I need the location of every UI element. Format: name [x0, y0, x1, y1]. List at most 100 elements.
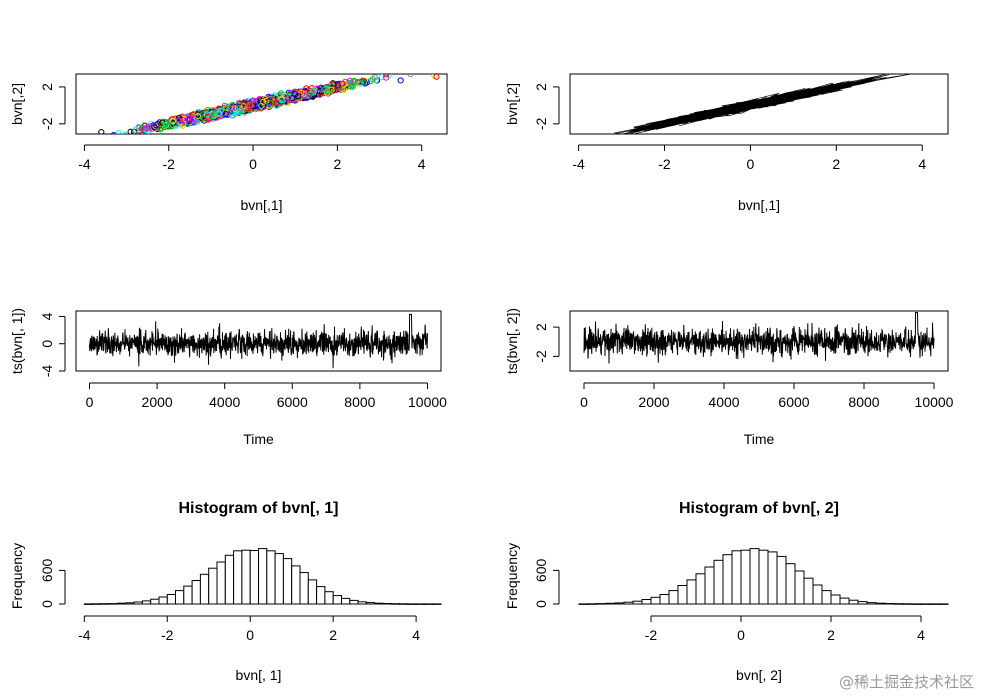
- data-point: [163, 121, 170, 129]
- plot-frame: [569, 310, 949, 372]
- data-point: [342, 80, 349, 87]
- y-axis: 0 600: [39, 559, 66, 608]
- data-point: [260, 98, 267, 106]
- histogram-bar: [432, 603, 442, 605]
- data-point: [311, 87, 318, 94]
- x-tick-label: 2: [329, 627, 337, 643]
- histogram-bar: [199, 573, 210, 605]
- histogram-bar: [920, 603, 931, 605]
- x-tick-label: -2: [645, 627, 658, 643]
- histogram-bar: [713, 559, 724, 605]
- x-tick-label: 2: [333, 156, 341, 172]
- x-tick-label: 2: [832, 156, 840, 172]
- histogram-bar: [884, 603, 895, 605]
- scatter-points-chart: -4 -2 0 2 4 bvn[,1] -2 2 bvn[,2]: [9, 73, 448, 213]
- chart-title: Histogram of bvn[, 1]: [178, 500, 338, 517]
- chart-title: Histogram of bvn[, 2]: [679, 500, 839, 517]
- data-point: [153, 122, 160, 129]
- data-point: [204, 113, 211, 121]
- histogram-1-chart: -4 -2 0 2 4 bvn[, 1] 0 600 Frequency Histogram of…: [9, 500, 442, 683]
- histogram-bar: [83, 603, 94, 605]
- data-point: [349, 83, 356, 90]
- histogram-bar: [911, 603, 922, 605]
- histogram-bar: [166, 594, 177, 605]
- histogram-bar: [183, 585, 193, 605]
- timeseries-1-chart: 0 2000 4000 6000 8000 10000 Time -4 0 4 ts(bvn[, 1…: [9, 308, 447, 447]
- histogram-bar: [423, 603, 434, 605]
- histogram-bar: [812, 584, 823, 605]
- data-point: [318, 84, 325, 91]
- data-point: [85, 143, 90, 148]
- y-tick-label: 0: [39, 600, 55, 608]
- x-tick-label: 4: [918, 156, 926, 172]
- plot-frame: [569, 73, 949, 135]
- x-tick-label: 4: [412, 627, 420, 643]
- y-axis: -4 0 4: [39, 312, 66, 378]
- y-tick-label: -4: [39, 365, 55, 378]
- data-point: [142, 125, 149, 132]
- x-axis: -2 0 2 4: [645, 615, 925, 643]
- data-point: [321, 86, 328, 93]
- y-tick-label: 2: [533, 83, 549, 91]
- data-point: [298, 89, 305, 97]
- x-axis: -4 -2 0 2 4: [572, 144, 926, 172]
- histogram-bar: [233, 550, 243, 605]
- x-axis-label: Time: [243, 431, 274, 447]
- data-point: [139, 125, 146, 133]
- plot-area: [89, 313, 428, 369]
- histogram-bar: [390, 603, 401, 605]
- histogram-bar: [632, 600, 643, 605]
- y-tick-label: 600: [39, 559, 55, 583]
- histogram-bar: [623, 601, 634, 605]
- histogram-bar: [108, 603, 118, 605]
- y-axis: -2 2: [39, 83, 66, 130]
- histogram-bar: [258, 548, 268, 605]
- histogram-bar: [848, 599, 859, 605]
- histogram-bar: [158, 596, 168, 605]
- data-point: [76, 142, 81, 147]
- x-tick-label: 6000: [277, 394, 308, 410]
- data-point: [222, 110, 229, 118]
- data-point: [295, 93, 302, 100]
- data-point: [303, 85, 310, 92]
- y-tick-label: -2: [533, 350, 549, 363]
- histogram-bar: [722, 554, 733, 605]
- plot-area: [612, 74, 911, 134]
- histogram-bar: [821, 590, 832, 605]
- y-axis-label: bvn[,2]: [504, 83, 520, 125]
- histogram-bar: [893, 603, 904, 605]
- y-tick-label: 0: [533, 600, 549, 608]
- histogram-bar: [299, 572, 309, 605]
- histogram-bar: [938, 603, 949, 605]
- histogram-bar: [614, 602, 625, 605]
- histogram-bar: [266, 550, 276, 605]
- y-tick-label: -2: [533, 117, 549, 130]
- histogram-bar: [374, 602, 384, 605]
- histogram-bar: [249, 550, 259, 605]
- histogram-bar: [191, 580, 201, 605]
- x-axis-label: Time: [744, 431, 775, 447]
- data-point: [127, 128, 134, 134]
- histogram-bar: [332, 595, 343, 605]
- histogram-bar: [382, 603, 392, 605]
- watermark-text: @稀土掘金技术社区: [838, 673, 974, 691]
- x-tick-label: 0: [737, 627, 745, 643]
- plot-frame: [75, 73, 448, 135]
- x-axis-label: bvn[, 2]: [736, 667, 782, 683]
- histogram-bar: [767, 551, 778, 605]
- y-tick-label: 2: [533, 323, 549, 331]
- histogram-bar: [150, 598, 160, 605]
- histogram-bar: [241, 549, 251, 605]
- x-tick-label: 2000: [142, 394, 173, 410]
- data-point: [240, 103, 247, 110]
- x-tick-label: -2: [161, 627, 174, 643]
- data-point: [152, 122, 159, 130]
- data-point: [200, 111, 207, 118]
- histogram-bar: [100, 603, 110, 605]
- x-tick-label: 10000: [408, 394, 447, 410]
- y-tick-label: 4: [39, 312, 55, 320]
- histogram-2-chart: -2 0 2 4 bvn[, 2] 0 600 Frequency Histogram of b…: [504, 500, 949, 683]
- histogram-bar: [929, 603, 940, 605]
- data-point: [186, 116, 193, 123]
- histogram-bar: [866, 602, 877, 605]
